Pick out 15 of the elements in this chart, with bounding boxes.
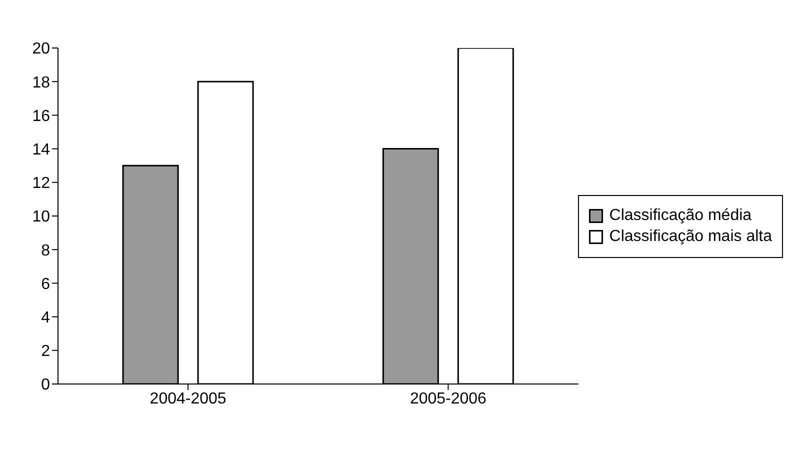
y-tick-label: 6 [41, 276, 50, 293]
y-tick-label: 16 [32, 108, 50, 125]
y-tick-label: 12 [32, 175, 50, 192]
y-tick-label: 20 [32, 40, 50, 58]
y-tick-label: 14 [32, 141, 50, 158]
y-tick-label: 18 [32, 74, 50, 92]
legend-label: Classificação mais alta [609, 228, 772, 246]
y-tick-label: 0 [41, 376, 50, 394]
x-tick-label: 2004-2005 [150, 390, 226, 408]
y-tick-label: 8 [41, 242, 50, 260]
x-tick-label: 2005-2006 [410, 390, 487, 408]
y-tick-label: 4 [41, 309, 50, 326]
y-tick-label: 10 [32, 208, 50, 226]
legend-label: Classificação média [609, 206, 752, 224]
y-tick-label: 2 [41, 343, 50, 360]
